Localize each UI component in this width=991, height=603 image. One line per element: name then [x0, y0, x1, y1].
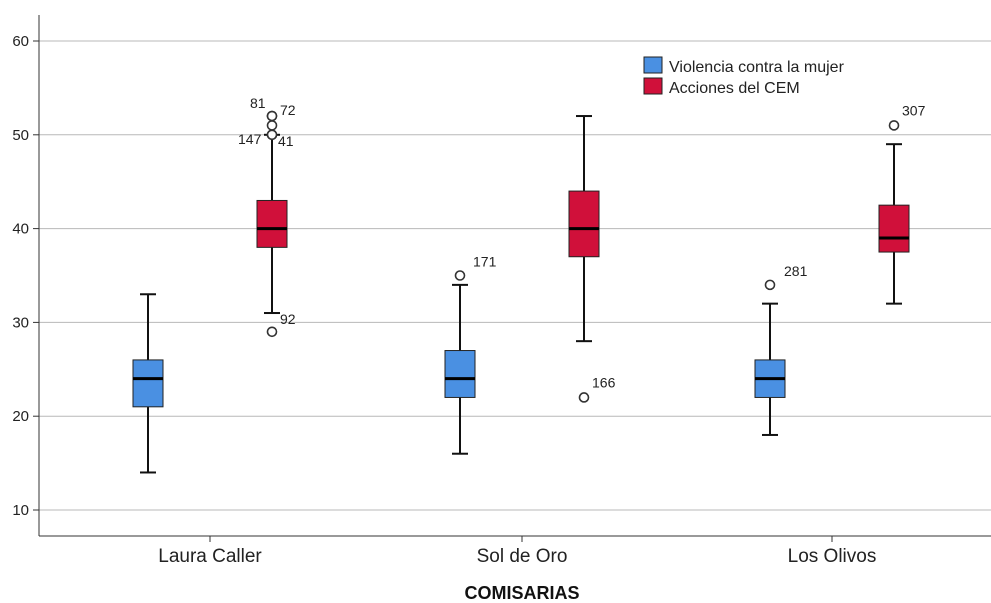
outlier-label: 81 — [250, 95, 266, 111]
legend-swatch-acciones — [643, 77, 663, 95]
outlier-point — [764, 279, 776, 291]
outlier-label: 72 — [280, 102, 296, 118]
gridlines — [39, 40, 991, 511]
y-tick-label: 50 — [12, 127, 29, 144]
outlier-point — [266, 326, 278, 338]
outlier-point — [266, 120, 278, 131]
outlier-point — [266, 110, 278, 122]
outlier-label: 281 — [784, 263, 808, 279]
x-tick-label: Los Olivos — [788, 546, 877, 567]
outlier-point — [578, 392, 590, 403]
y-tick-label: 20 — [12, 408, 29, 425]
outlier-label: 166 — [592, 374, 616, 390]
outlier-label: 92 — [280, 311, 296, 327]
legend-label-acciones: Acciones del CEM — [669, 80, 800, 97]
box-iqr — [256, 199, 288, 248]
x-axis-title: COMISARIAS — [464, 583, 579, 603]
outlier-point — [454, 270, 466, 281]
outlier-label: 41 — [278, 133, 294, 149]
box-0-0 — [132, 293, 164, 474]
box-1-2 — [878, 120, 910, 305]
label-layer: 171 281 81 72 147 41 92 166 307 — [238, 95, 926, 390]
x-tick-label: Sol de Oro — [477, 546, 568, 567]
box-iqr — [878, 204, 910, 253]
outlier-point — [266, 129, 278, 141]
legend-swatch-violencia — [643, 56, 663, 74]
y-tick-label: 10 — [12, 502, 29, 519]
axes: 10 20 30 40 50 60 Laura Caller Sol de Oro Los Ol… — [12, 15, 991, 567]
box-1-1 — [568, 115, 600, 403]
y-tick-label: 60 — [12, 33, 29, 50]
box-0-2 — [754, 279, 786, 436]
outlier-label: 307 — [902, 102, 926, 118]
x-tick-label: Laura Caller — [158, 546, 262, 567]
box-iqr — [568, 190, 600, 258]
outlier-label: 147 — [238, 131, 262, 147]
box-iqr — [132, 359, 164, 408]
legend-label-violencia: Violencia contra la mujer — [669, 59, 845, 76]
box-0-1 — [444, 270, 476, 455]
outlier-point — [888, 120, 900, 131]
box-1-0 — [256, 110, 288, 338]
box-layer — [132, 110, 910, 474]
y-tick-label: 40 — [12, 221, 29, 238]
y-tick-label: 30 — [12, 314, 29, 331]
legend: Violencia contra la mujer Acciones del C… — [643, 56, 845, 97]
outlier-label: 171 — [473, 254, 497, 270]
box-iqr — [444, 350, 476, 398]
